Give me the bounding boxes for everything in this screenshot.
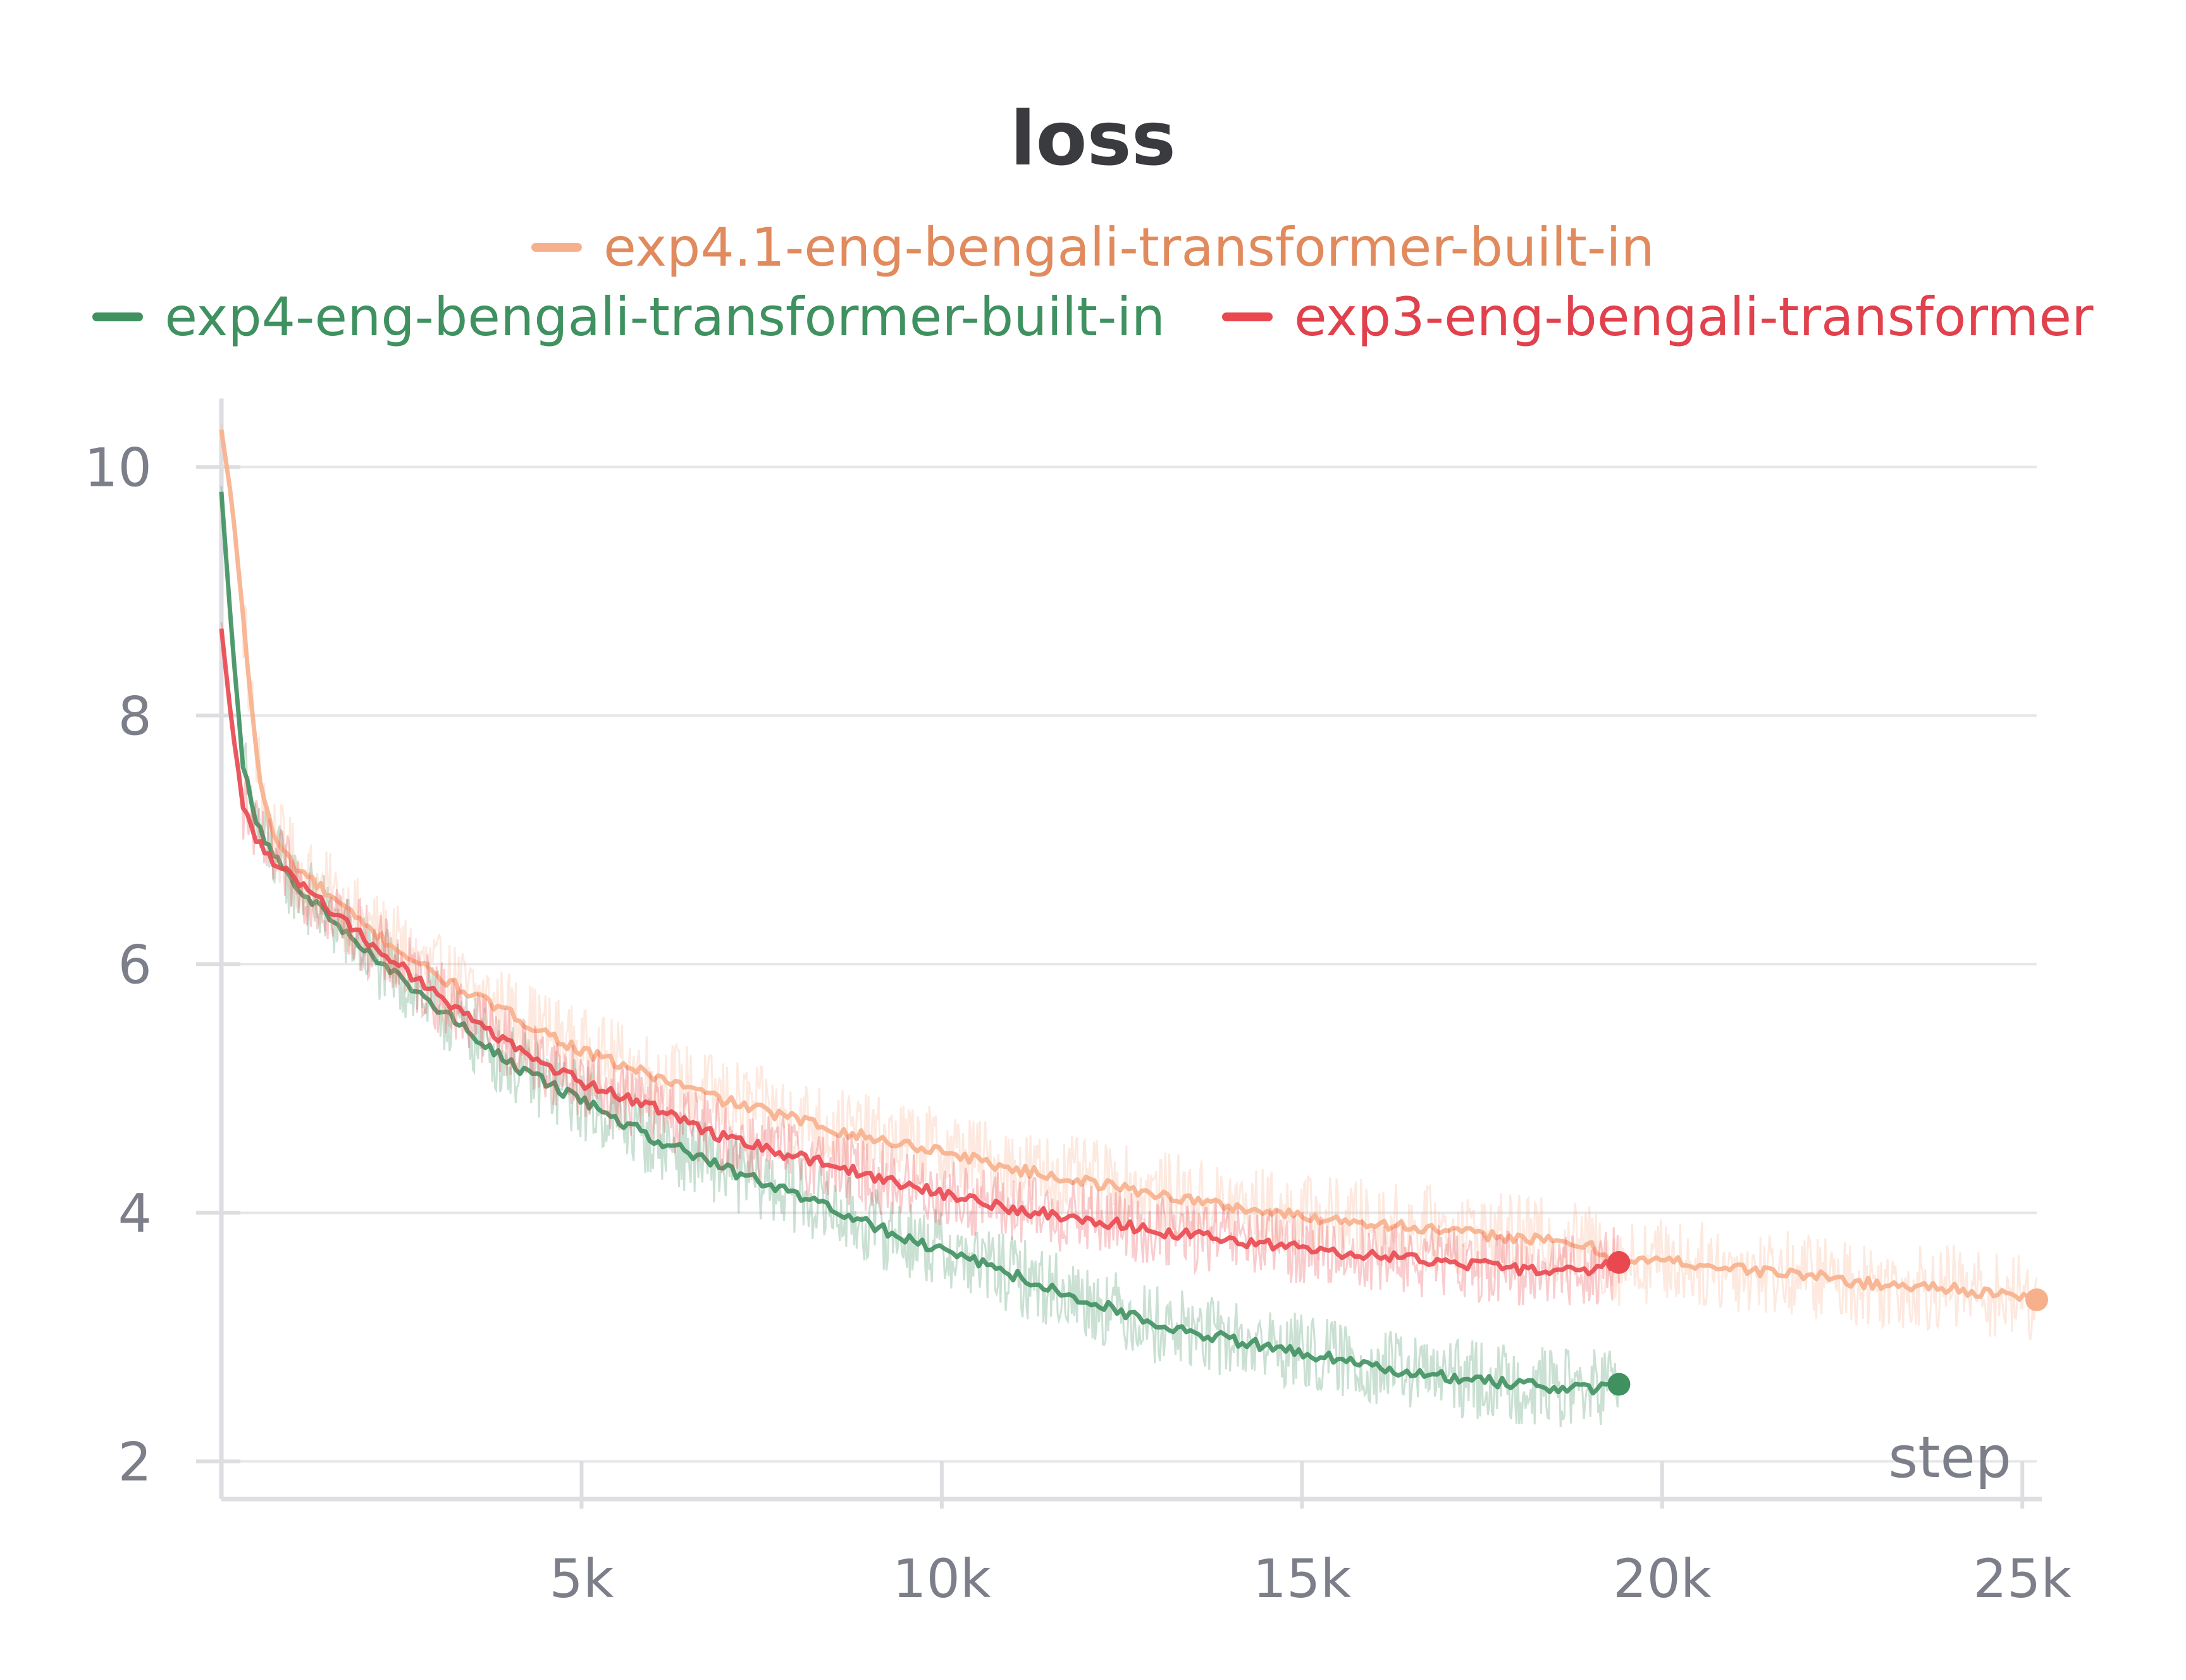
y-tick-label-4: 4	[118, 1182, 152, 1244]
series-line-1	[219, 491, 1621, 1396]
legend-swatch-exp4-1	[531, 243, 583, 252]
y-tick-label-2: 2	[118, 1431, 152, 1493]
series-raw-0	[220, 424, 2038, 1341]
x-tick-label-20k: 20k	[1613, 1548, 1712, 1610]
series-layer	[219, 424, 2048, 1428]
legend-item-exp4[interactable]: exp4-eng-bengali-transformer-built-in	[92, 286, 1165, 348]
chart-title: loss	[1010, 95, 1176, 182]
legend-swatch-exp3	[1221, 312, 1273, 321]
legend-swatch-exp4	[92, 312, 144, 321]
axes	[196, 398, 2042, 1509]
legend-item-exp3[interactable]: exp3-eng-bengali-transformer	[1221, 286, 2094, 348]
series-line-0	[219, 429, 2039, 1306]
series-end-point-2	[1607, 1251, 1631, 1274]
tick-labels: 2 4 6 8 10 5k 10k 15k 20k 25k	[84, 436, 2072, 1610]
x-tick-label-25k: 25k	[1973, 1548, 2072, 1610]
legend-label-exp4: exp4-eng-bengali-transformer-built-in	[164, 286, 1165, 348]
y-tick-label-8: 8	[118, 685, 152, 747]
legend-row-1: exp4.1-eng-bengali-transformer-built-in	[0, 216, 2186, 278]
y-tick-label-10: 10	[84, 436, 152, 498]
series-end-point-1	[1607, 1373, 1631, 1396]
legend-row-2: exp4-eng-bengali-transformer-built-in ex…	[0, 286, 2186, 348]
y-tick-label-6: 6	[118, 934, 152, 996]
series-1	[219, 486, 1631, 1428]
legend-label-exp3: exp3-eng-bengali-transformer	[1294, 286, 2094, 348]
x-axis-label: step	[1888, 1424, 2011, 1491]
x-tick-label-5k: 5k	[549, 1548, 614, 1610]
x-tick-label-15k: 15k	[1253, 1548, 1352, 1610]
legend-item-exp4-1[interactable]: exp4.1-eng-bengali-transformer-built-in	[531, 216, 1655, 278]
x-tick-label-10k: 10k	[892, 1548, 991, 1610]
grid-lines	[228, 466, 2037, 1463]
series-0	[219, 424, 2048, 1341]
series-raw-1	[220, 486, 1620, 1428]
series-line-2	[219, 628, 1621, 1276]
series-2	[219, 622, 1631, 1306]
legend-label-exp4-1: exp4.1-eng-bengali-transformer-built-in	[603, 216, 1655, 278]
series-end-point-0	[2025, 1288, 2048, 1311]
